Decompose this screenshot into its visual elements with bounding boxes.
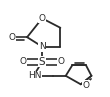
Text: O: O: [39, 14, 46, 23]
Text: O: O: [58, 57, 65, 66]
Text: O: O: [82, 81, 89, 90]
Text: O: O: [9, 33, 16, 42]
Text: S: S: [39, 57, 45, 67]
Text: O: O: [19, 57, 26, 66]
Text: N: N: [39, 42, 46, 51]
Text: HN: HN: [28, 71, 42, 80]
